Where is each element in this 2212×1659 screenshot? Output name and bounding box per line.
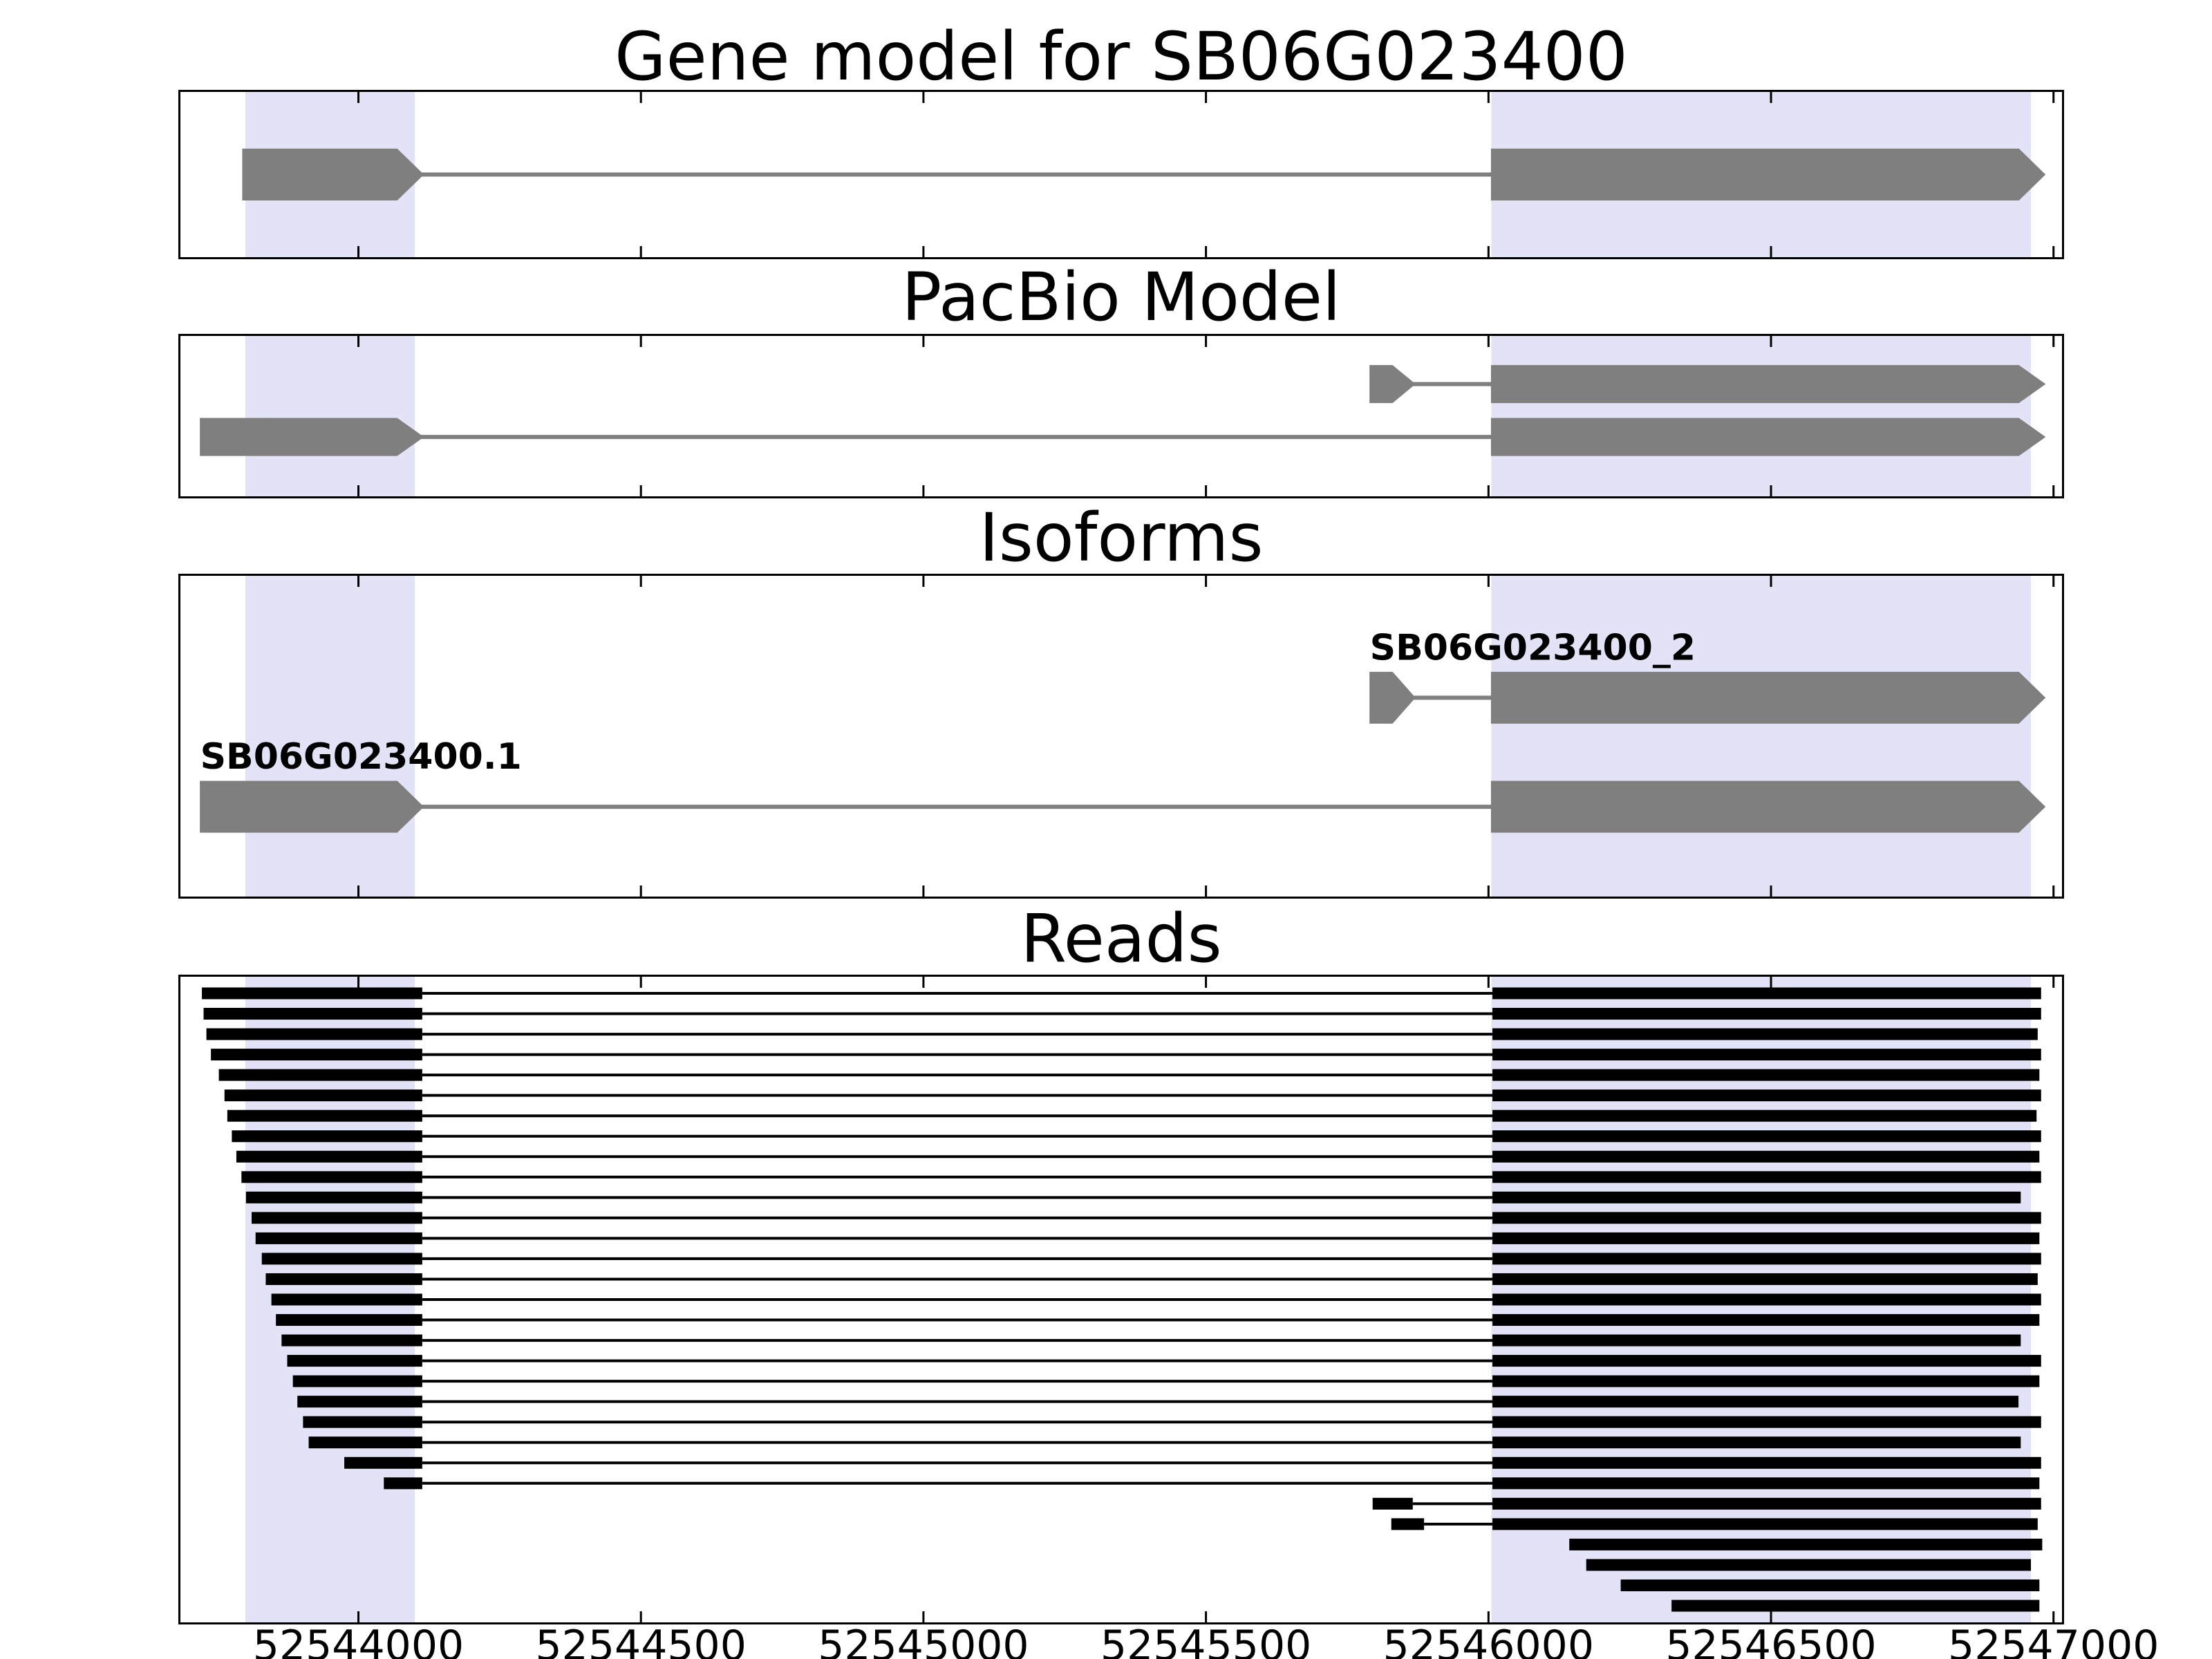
read-block (1492, 1191, 2021, 1203)
read-block (1492, 1273, 2038, 1285)
read-block (344, 1456, 422, 1469)
read-block (202, 987, 422, 1000)
read-block (1492, 1293, 2041, 1306)
exon-block (1490, 671, 2046, 724)
read-block (265, 1273, 422, 1285)
gene-model-panel (178, 90, 2064, 259)
read-block (281, 1334, 422, 1347)
read-block (206, 1028, 422, 1040)
pacbio-model-plot (200, 336, 2055, 496)
read-block (1569, 1538, 2043, 1550)
read-block (303, 1416, 422, 1428)
read-block (1492, 1150, 2040, 1163)
gene-model-plot (242, 92, 2055, 257)
read-block (1492, 1069, 2040, 1081)
read-block (1492, 1518, 2038, 1530)
reads-plot (202, 977, 2055, 1622)
read-block (1671, 1600, 2040, 1612)
reads-title: Reads (1020, 900, 1222, 977)
read-block (1492, 1171, 2041, 1183)
pacbio-model-title: PacBio Model (901, 259, 1341, 336)
read-block (292, 1375, 422, 1387)
isoforms-panel: SB06G023400_2 SB06G023400.1 (178, 574, 2064, 899)
gene-model-title: Gene model for SB06G023400 (615, 18, 1628, 95)
read-block (261, 1253, 422, 1265)
read-block (1492, 1028, 2038, 1040)
exon-block (242, 149, 424, 200)
highlight-band (1491, 576, 2032, 897)
read-block (1492, 1497, 2041, 1510)
x-tick-label: 52546000 (1382, 1622, 1595, 1659)
read-block (308, 1436, 422, 1449)
read-block (236, 1150, 422, 1163)
read-block (224, 1089, 422, 1102)
exon-block (1369, 671, 1416, 724)
exon-block (200, 418, 424, 456)
read-block (276, 1314, 422, 1327)
read-block (287, 1355, 422, 1367)
exon-block (1490, 149, 2046, 200)
exon-block (1490, 780, 2046, 833)
highlight-band (1491, 336, 2032, 496)
x-tick-label: 52547000 (1948, 1622, 2159, 1659)
read-block (1492, 1109, 2037, 1122)
x-tick-label: 52545000 (818, 1622, 1029, 1659)
x-axis-tick-labels: 52544000 52544500 52545000 52545500 52546000… (0, 1625, 2212, 1659)
read-block (297, 1396, 422, 1408)
read-block (1492, 1232, 2040, 1244)
read-block (1492, 1212, 2041, 1224)
read-block (1492, 1253, 2041, 1265)
highlight-band (245, 576, 415, 897)
pacbio-model-panel (178, 334, 2064, 498)
read-block (245, 1191, 422, 1203)
isoforms-title: Isoforms (979, 499, 1264, 577)
isoforms-plot: SB06G023400_2 SB06G023400.1 (200, 576, 2055, 897)
read-block (241, 1171, 422, 1183)
read-block (1492, 1396, 2019, 1408)
read-block (1492, 1049, 2041, 1061)
read-block (1620, 1579, 2040, 1591)
read-block (255, 1232, 422, 1244)
exon-block (1490, 365, 2046, 404)
x-tick-label: 52544000 (252, 1622, 465, 1659)
highlight-band (245, 336, 415, 496)
read-block (218, 1069, 422, 1081)
read-block (271, 1293, 422, 1306)
read-block (1492, 1456, 2041, 1469)
read-block (1492, 1130, 2041, 1143)
read-block (1492, 1314, 2040, 1327)
read-block (384, 1477, 422, 1490)
read-block (1492, 1008, 2041, 1020)
read-block (232, 1130, 422, 1143)
exon-block (1369, 365, 1416, 404)
read-block (1492, 1477, 2040, 1490)
isoform-label: SB06G023400_2 (1370, 627, 1696, 668)
exon-block (200, 780, 424, 833)
x-tick-label: 52546500 (1665, 1622, 1877, 1659)
read-block (227, 1109, 422, 1122)
reads-panel (178, 975, 2064, 1624)
read-block (1492, 987, 2041, 1000)
read-block (1492, 1375, 2040, 1387)
read-block (1492, 1355, 2041, 1367)
read-block (1391, 1518, 1425, 1530)
read-block (1492, 1436, 2021, 1449)
read-block (1372, 1497, 1413, 1510)
read-block (1586, 1559, 2032, 1571)
read-block (251, 1212, 422, 1224)
read-block (211, 1049, 422, 1061)
x-tick-label: 52545500 (1100, 1622, 1312, 1659)
read-block (1492, 1089, 2041, 1102)
read-block (1492, 1416, 2041, 1428)
x-tick-label: 52544500 (535, 1622, 747, 1659)
exon-block (1490, 418, 2046, 456)
read-block (1492, 1334, 2021, 1347)
read-block (203, 1008, 422, 1020)
isoform-label: SB06G023400.1 (200, 736, 522, 778)
